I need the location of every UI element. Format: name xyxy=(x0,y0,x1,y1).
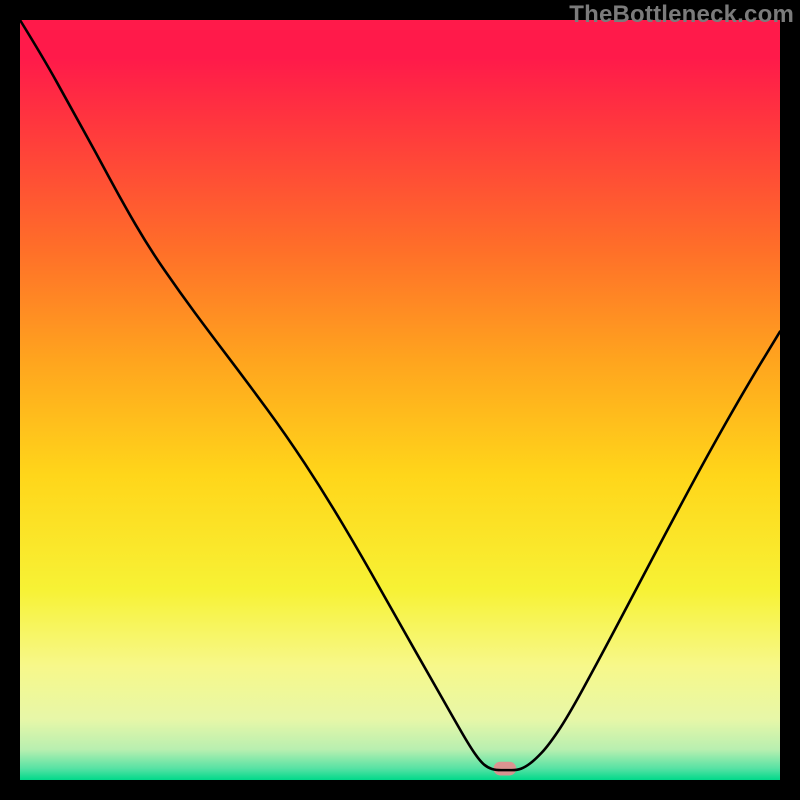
optimal-marker xyxy=(493,762,516,776)
chart-container: TheBottleneck.com xyxy=(0,0,800,800)
watermark-text: TheBottleneck.com xyxy=(569,1,794,29)
plot-background xyxy=(20,20,780,780)
chart-svg xyxy=(0,0,800,800)
